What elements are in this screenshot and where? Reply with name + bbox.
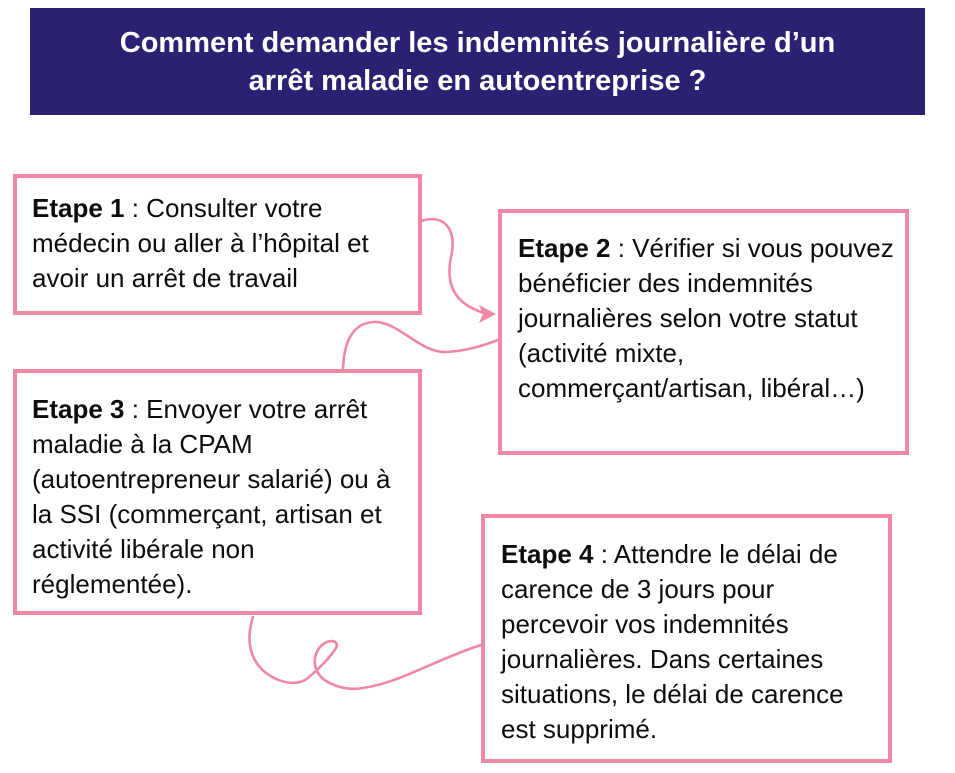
- connector-step1-step2: [419, 218, 486, 315]
- step-box-4: Etape 4 : Attendre le délai de carence d…: [481, 514, 892, 763]
- step-4-separator: :: [593, 539, 614, 569]
- step-4-text: Attendre le délai de carence de 3 jours …: [501, 539, 844, 744]
- step-2-label: Etape 2: [518, 233, 611, 263]
- page-title: Comment demander les indemnités journali…: [119, 26, 836, 97]
- step-box-3: Etape 3 : Envoyer votre arrêt maladie à …: [13, 369, 422, 615]
- step-3-label: Etape 3: [32, 394, 125, 424]
- step-box-2: Etape 2 : Vérifier si vous pouvez bénéfi…: [498, 209, 909, 455]
- connector-step2-step3: [341, 320, 500, 371]
- connector-step3-step4: [248, 615, 483, 691]
- step-3-text: Envoyer votre arrêt maladie à la CPAM (a…: [32, 394, 391, 599]
- title-banner: Comment demander les indemnités journali…: [30, 8, 925, 115]
- step-2-separator: :: [610, 233, 633, 263]
- step-3-separator: :: [124, 394, 147, 424]
- step-1-text: Consulter votre médecin ou aller à l’hôp…: [32, 193, 369, 293]
- step-2-text: Vérifier si vous pouvez bénéficier des i…: [518, 233, 894, 403]
- step-1-label: Etape 1: [32, 193, 125, 223]
- step-4-label: Etape 4: [501, 539, 594, 569]
- step-box-1: Etape 1 : Consulter votre médecin ou all…: [13, 174, 422, 315]
- step-1-separator: :: [124, 193, 147, 223]
- arrowhead-icon: [479, 305, 496, 323]
